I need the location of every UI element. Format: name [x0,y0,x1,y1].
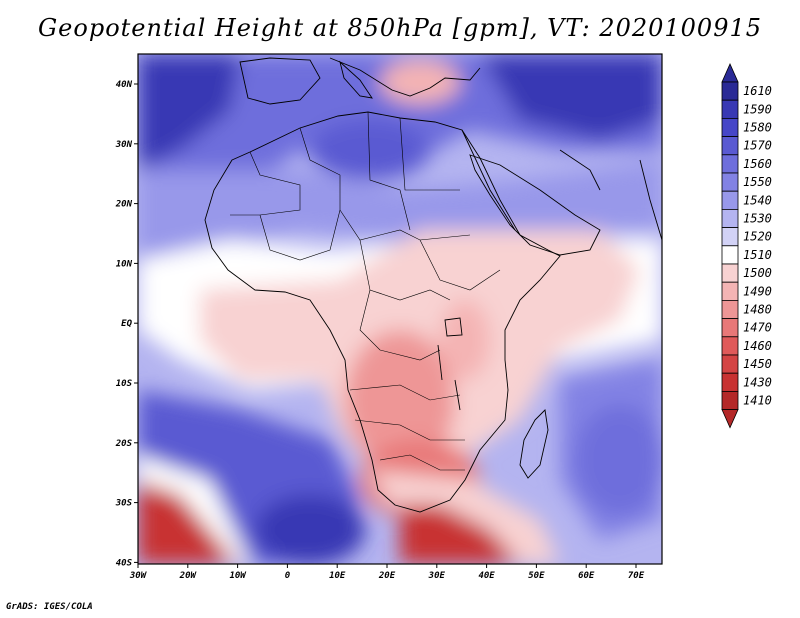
red-sea [461,129,516,231]
lon-tick-label: 60E [578,571,595,581]
lat-tick-label: 20S [115,439,133,449]
north-high-core-east [480,54,662,140]
plot-frame [137,53,663,565]
cape-low [400,500,520,564]
colorbar-label: 1540 [743,193,772,207]
colorbar-label: 1610 [743,84,772,98]
colorbar-swatch [721,336,739,356]
colorbar-label: 1560 [743,157,772,171]
lat-tick-label: 20N [115,200,133,210]
colorbar-label: 1460 [743,339,772,353]
colorbar-label: 1410 [743,394,772,408]
colorbar-swatch [721,227,739,247]
north-high-core-west [138,54,240,170]
colorbar-label: 1430 [743,375,772,389]
colorbar-swatch [721,245,739,265]
south-atlantic-low-white [138,455,250,564]
lon-tick-label: 10E [329,571,346,581]
colorbar-swatch [721,136,739,156]
longitude-axis: 30W 20W 10W 0 10E 20E 30E 40E 50E 60E 70E [129,564,645,581]
colorbar-label: 1520 [743,230,772,244]
colorbar-label: 1500 [743,266,772,280]
mascarene-high [575,405,662,515]
lat-tick-label: 40S [116,558,133,568]
colorbar-swatch [721,81,739,101]
coastlines [204,57,662,513]
aegean-anomaly [380,60,460,104]
colorbar-label: 1470 [743,321,772,335]
lat-tick-label: 40N [116,80,133,90]
colorbar-label: 1480 [743,303,772,317]
colorbar-label: 1490 [743,284,772,298]
colorbar-label: 1550 [743,175,772,189]
colorbar-swatch [721,354,739,374]
colorbar-swatch [721,263,739,283]
colorbar: 1610 1590 1580 1570 1560 1550 1540 1530 1520 1510… [721,63,772,429]
colorbar-swatch [721,190,739,210]
madagascar [519,409,549,479]
colorbar-label: 1580 [743,121,772,135]
lon-tick-label: 10W [229,571,247,581]
colorbar-label: 1510 [743,248,772,262]
lon-tick-label: 30W [129,571,148,581]
lon-tick-label: 40E [478,571,495,581]
lat-tick-label: 30S [115,499,133,509]
colorbar-label: 1450 [743,357,772,371]
colorbar-label: 1590 [743,102,772,116]
lat-tick-label: EQ [121,319,132,329]
colorbar-label: 1530 [743,212,772,226]
lon-tick-label: 20E [378,571,396,581]
colorbar-swatch [721,208,739,228]
lake-victoria [444,317,463,337]
colorbar-swatch [721,172,739,192]
lon-tick-label: 70E [628,571,645,581]
colorbar-swatch [721,318,739,338]
africa-coast [204,111,561,513]
colorbar-top-arrow [721,63,739,83]
latitude-axis: 40N 30N 20N 10N EQ 10S 20S 30S 40S [115,80,138,568]
lon-tick-label: 50E [528,571,545,581]
colorbar-swatch [721,372,739,392]
east-africa-low [440,300,490,380]
lat-tick-label: 10N [116,259,133,269]
mediterranean-high [310,120,430,180]
colorbar-swatch [721,281,739,301]
colorbar-swatch [721,299,739,319]
lon-tick-label: 30E [428,571,446,581]
lat-tick-label: 10S [116,379,133,389]
india-coast [639,159,662,241]
colorbar-swatch [721,154,739,174]
south-atlantic-high-core [255,495,365,564]
south-atlantic-low [138,470,240,564]
country-borders [230,111,501,471]
persian-gulf [559,149,601,191]
italy [339,60,373,99]
arabian-peninsula [469,154,601,256]
colorbar-label: 1570 [743,139,772,153]
chart-title: Geopotential Height at 850hPa [gpm], VT:… [38,14,762,42]
colorbar-swatch [721,390,739,410]
height-field [138,54,662,564]
iberia-coast [239,57,321,105]
europe-coast [329,57,481,97]
central-africa-low [345,330,455,470]
credit-label: GrADS: IGES/COLA [6,602,93,612]
lon-tick-label: 20W [179,571,198,581]
lon-tick-label: 0 [285,571,291,581]
colorbar-swatch [721,99,739,119]
colorbar-swatch [721,118,739,138]
lake-malawi [454,379,461,411]
sahara-band [138,160,662,260]
colorbar-bottom-arrow [721,409,739,429]
cape-low-white [370,470,560,564]
lat-tick-label: 30N [115,140,133,150]
